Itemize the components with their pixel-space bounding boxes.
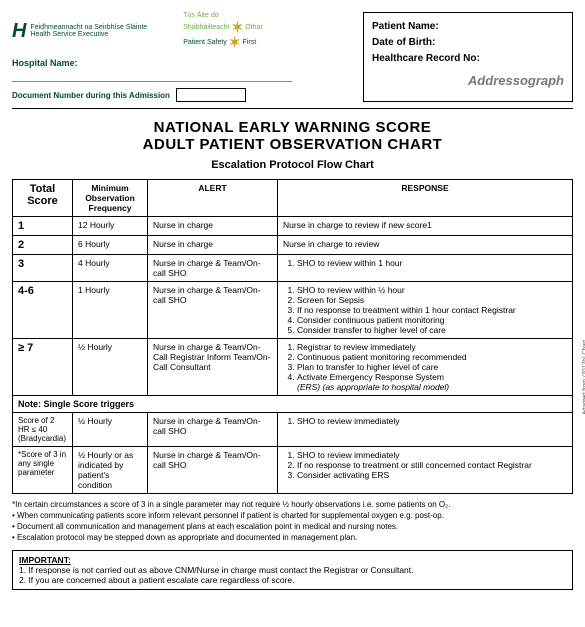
cell-freq: 1 Hourly	[73, 282, 148, 339]
cell-alert: Nurse in charge & Team/On-call SHO	[148, 413, 278, 447]
cell-alert: Nurse in charge	[148, 217, 278, 236]
cell-response: SHO to review within 1 hour	[278, 255, 573, 282]
important-box: IMPORTANT: 1. If response is not carried…	[12, 550, 573, 590]
footnote-line: • Document all communication and managem…	[12, 522, 573, 533]
patient-dob-label: Date of Birth:	[372, 35, 564, 51]
response-item: Continuous patient monitoring recommende…	[297, 352, 567, 362]
response-item: Screen for Sepsis	[297, 295, 567, 305]
cell-freq: ½ Hourly or as indicated by patient's co…	[73, 447, 148, 494]
cell-freq: 12 Hourly	[73, 217, 148, 236]
note-cell: Note: Single Score triggers	[13, 396, 573, 413]
patient-box: Patient Name: Date of Birth: Healthcare …	[363, 12, 573, 102]
header-row: H Feidhmeannacht na Seirbhíse Sláinte He…	[12, 12, 573, 102]
title-subtitle: Escalation Protocol Flow Chart	[12, 159, 573, 171]
response-item: Activate Emergency Response System (ERS)…	[297, 372, 567, 392]
cell-score: 2	[13, 236, 73, 255]
cell-score: *Score of 3 in any single parameter	[13, 447, 73, 494]
safety-line3b: First	[243, 39, 257, 47]
cell-alert: Nurse in charge & Team/On-call SHO	[148, 255, 278, 282]
header-left: H Feidhmeannacht na Seirbhíse Sláinte He…	[12, 12, 355, 102]
table-row: 34 HourlyNurse in charge & Team/On-call …	[13, 255, 573, 282]
footnotes: *In certain circumstances a score of 3 i…	[12, 500, 573, 543]
cell-response: SHO to review immediately	[278, 413, 573, 447]
title-line1: NATIONAL EARLY WARNING SCORE	[12, 119, 573, 136]
cell-response: Nurse in charge to review if new score1	[278, 217, 573, 236]
response-item: Consider activating ERS	[297, 470, 567, 480]
cell-score: ≥ 7	[13, 339, 73, 396]
safety-line2: Shábháilteacht	[183, 24, 229, 32]
th-response: RESPONSE	[278, 180, 573, 217]
cell-score: Score of 2 HR ≤ 40 (Bradycardia)	[13, 413, 73, 447]
footnote-line: • When communicating patients score info…	[12, 511, 573, 522]
th-freq: Minimum Observation Frequency	[73, 180, 148, 217]
footnote-line: • Escalation protocol may be stepped dow…	[12, 533, 573, 544]
cell-score: 4-6	[13, 282, 73, 339]
header-divider	[12, 108, 573, 109]
document-number-label: Document Number during this Admission	[12, 91, 170, 100]
patient-safety-logo: Tús Áite do Shábháilteacht ✶ Othar Patie…	[183, 12, 263, 50]
response-item: If no response to treatment within 1 hou…	[297, 305, 567, 315]
title-block: NATIONAL EARLY WARNING SCORE ADULT PATIE…	[12, 119, 573, 171]
hse-logo: H Feidhmeannacht na Seirbhíse Sláinte He…	[12, 20, 147, 43]
hse-english: Health Service Executive	[30, 31, 108, 38]
safety-line2-row: Shábháilteacht ✶ Othar	[183, 20, 263, 35]
note-row: Note: Single Score triggers	[13, 396, 573, 413]
important-line: 2. If you are concerned about a patient …	[19, 575, 566, 585]
patient-name-label: Patient Name:	[372, 19, 564, 35]
cell-response: Registrar to review immediatelyContinuou…	[278, 339, 573, 396]
cell-score: 3	[13, 255, 73, 282]
cell-freq: 4 Hourly	[73, 255, 148, 282]
response-item: SHO to review immediately	[297, 450, 567, 460]
cell-freq: 6 Hourly	[73, 236, 148, 255]
cell-response: Nurse in charge to review	[278, 236, 573, 255]
cell-response: SHO to review immediatelyIf no response …	[278, 447, 573, 494]
hse-text: Feidhmeannacht na Seirbhíse Sláinte Heal…	[30, 24, 147, 39]
table-row: ≥ 7½ HourlyNurse in charge & Team/On-Cal…	[13, 339, 573, 396]
escalation-table: Total Score Minimum Observation Frequenc…	[12, 179, 573, 494]
cell-alert: Nurse in charge & Team/On-call SHO	[148, 447, 278, 494]
addressograph-label: Addressograph	[372, 71, 564, 92]
document-number-row: Document Number during this Admission	[12, 88, 355, 102]
cell-score: 1	[13, 217, 73, 236]
safety-line3: Patient Safety	[183, 39, 227, 47]
response-item: Plan to transfer to higher level of care	[297, 362, 567, 372]
cell-freq: ½ Hourly	[73, 339, 148, 396]
safety-line2b: Othar	[245, 24, 263, 32]
hse-mark-icon: H	[12, 20, 26, 43]
cell-alert: Nurse in charge & Team/On-Call Registrar…	[148, 339, 278, 396]
response-item: Consider continuous patient monitoring	[297, 315, 567, 325]
footnote-line: *In certain circumstances a score of 3 i…	[12, 500, 573, 511]
hospital-name-label: Hospital Name:	[12, 58, 355, 68]
response-item: Registrar to review immediately	[297, 342, 567, 352]
cell-alert: Nurse in charge & Team/On-call SHO	[148, 282, 278, 339]
document-number-input[interactable]	[176, 88, 246, 102]
response-item: SHO to review within ½ hour	[297, 285, 567, 295]
logo-row: H Feidhmeannacht na Seirbhíse Sláinte He…	[12, 12, 355, 50]
safety-figure-icon: ✶	[232, 20, 244, 35]
response-item: SHO to review immediately	[297, 416, 567, 426]
table-row: 112 HourlyNurse in chargeNurse in charge…	[13, 217, 573, 236]
title-line2: ADULT PATIENT OBSERVATION CHART	[12, 136, 573, 153]
patient-record-label: Healthcare Record No:	[372, 51, 564, 67]
safety-figure2-icon: ✶	[229, 35, 241, 50]
response-item: SHO to review within 1 hour	[297, 258, 567, 268]
th-score: Total Score	[13, 180, 73, 217]
table-row: Score of 2 HR ≤ 40 (Bradycardia)½ Hourly…	[13, 413, 573, 447]
table-header-row: Total Score Minimum Observation Frequenc…	[13, 180, 573, 217]
cell-response: SHO to review within ½ hourScreen for Se…	[278, 282, 573, 339]
cell-alert: Nurse in charge	[148, 236, 278, 255]
hospital-name-line[interactable]	[12, 70, 292, 82]
safety-line3-row: Patient Safety ✶ First	[183, 35, 263, 50]
response-item: If no response to treatment or still con…	[297, 460, 567, 470]
table-row: 4-61 HourlyNurse in charge & Team/On-cal…	[13, 282, 573, 339]
cell-freq: ½ Hourly	[73, 413, 148, 447]
important-line: 1. If response is not carried out as abo…	[19, 565, 566, 575]
hse-irish: Feidhmeannacht na Seirbhíse Sláinte	[30, 24, 147, 31]
important-heading: IMPORTANT:	[19, 555, 71, 565]
table-row: 26 HourlyNurse in chargeNurse in charge …	[13, 236, 573, 255]
th-alert: ALERT	[148, 180, 278, 217]
table-row: *Score of 3 in any single parameter½ Hou…	[13, 447, 573, 494]
safety-line1: Tús Áite do	[183, 12, 263, 20]
response-item: Consider transfer to higher level of car…	[297, 325, 567, 335]
